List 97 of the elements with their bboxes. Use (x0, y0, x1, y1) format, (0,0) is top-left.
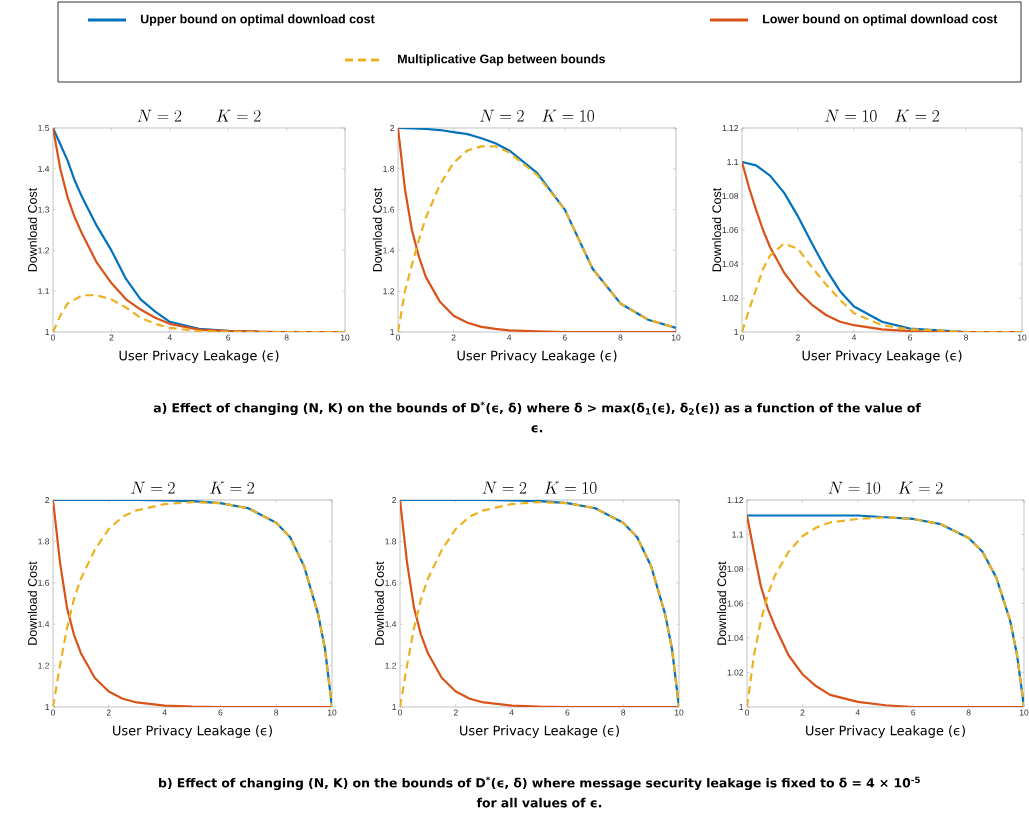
x-tick-label: 6 (226, 334, 231, 341)
y-tick-label: 1.6 (383, 206, 395, 213)
y-axis-title: Download Cost (712, 187, 722, 272)
x-tick-label: 10 (674, 709, 684, 716)
x-tick-label: 6 (911, 709, 916, 716)
y-tick-label: 2 (392, 497, 397, 503)
y-tick-label: 1.08 (722, 193, 739, 199)
y-tick-label: 1.6 (38, 579, 50, 586)
x-tick-label: 2 (800, 709, 805, 716)
x-tick-label: 6 (908, 334, 912, 341)
x-tick-label: 4 (162, 709, 167, 716)
y-tick-label: 1.04 (727, 635, 744, 641)
y-tick-label: 1.12 (722, 125, 739, 131)
x-axis-title: User Privacy Leakage (ϵ) (457, 350, 617, 363)
y-tick-label: 1 (739, 704, 744, 710)
x-tick-label: 6 (565, 709, 570, 716)
y-tick-label: 1.1 (727, 159, 739, 165)
x-axis-title: User Privacy Leakage (ϵ) (806, 725, 965, 738)
y-tick-label: 1.02 (727, 669, 744, 676)
chart-title: $N = 10 \quad K = 2$ (825, 109, 939, 122)
x-axis-title: User Privacy Leakage (ϵ) (113, 725, 272, 738)
x-tick-label: 10 (671, 334, 681, 341)
x-tick-label: 0 (397, 709, 403, 716)
y-tick-label: 1.06 (722, 227, 739, 233)
x-tick-label: 2 (106, 709, 111, 716)
y-tick-label: 1.06 (727, 600, 744, 607)
x-tick-label: 10 (340, 334, 350, 341)
x-tick-label: 4 (507, 334, 512, 341)
x-tick-label: 4 (851, 334, 857, 341)
x-tick-label: 2 (796, 334, 800, 341)
x-tick-label: 4 (855, 709, 860, 716)
y-tick-label: 1.8 (38, 538, 50, 545)
y-tick-label: 1.5 (38, 125, 50, 131)
y-tick-label: 1.04 (722, 261, 739, 267)
y-tick-label: 1.4 (38, 621, 50, 628)
y-tick-label: 1 (45, 704, 50, 710)
y-tick-label: 1.02 (722, 295, 739, 301)
y-tick-label: 1 (392, 704, 397, 710)
y-tick-label: 1.4 (383, 247, 395, 254)
y-tick-label: 1 (390, 329, 395, 335)
y-tick-label: 1.2 (38, 662, 50, 669)
chart-title: $N = 2 \qquad K = 2$ (137, 109, 261, 122)
x-tick-label: 8 (966, 709, 971, 716)
x-tick-label: 0 (395, 334, 401, 341)
y-tick-label: 1 (734, 329, 739, 335)
x-tick-label: 10 (1019, 709, 1029, 716)
legend-label: Multiplicative Gap between bounds (398, 54, 605, 66)
x-tick-label: 10 (327, 709, 337, 716)
x-tick-label: 4 (167, 334, 172, 341)
legend-label: Upper bound on optimal download cost (140, 14, 375, 26)
x-tick-label: 0 (739, 334, 745, 341)
x-tick-label: 8 (618, 334, 623, 341)
y-tick-label: 1.4 (385, 621, 397, 628)
y-axis-title: Download Cost (27, 187, 37, 272)
y-tick-label: 1.1 (38, 288, 50, 295)
y-tick-label: 1.6 (385, 579, 397, 586)
x-tick-label: 6 (562, 334, 567, 341)
text: b) Effect of changing (N, K) on the bounds of D$^{*}$(ϵ, δ) where message security leakage is fixed to δ = 4 × 10$^{-5}$ for all values of ϵ. (159, 776, 920, 808)
x-tick-label: 2 (109, 334, 114, 341)
y-tick-label: 1.8 (385, 538, 397, 545)
y-tick-label: 1.2 (383, 288, 395, 295)
y-axis-title: Download Cost (27, 561, 37, 645)
text: a) Effect of changing (N, K) on the bounds of D$^{*}$(ϵ, δ) where δ > max(δ$_{1}$(ϵ), δ$_{2}$(ϵ)) as a function of the value of ϵ. (153, 401, 921, 433)
x-axis-title: User Privacy Leakage (ϵ) (802, 350, 962, 363)
x-tick-label: 0 (744, 709, 750, 716)
y-tick-label: 1.08 (727, 566, 744, 572)
x-tick-label: 0 (50, 334, 56, 341)
y-tick-label: 1.4 (38, 165, 50, 172)
y-axis-title: Download Cost (374, 561, 384, 645)
y-tick-label: 1.2 (385, 662, 397, 669)
y-tick-label: 1.8 (383, 165, 395, 172)
y-tick-label: 1 (45, 329, 50, 335)
legend-label: Lower bound on optimal download cost (763, 14, 998, 26)
y-tick-label: 1.2 (38, 247, 50, 254)
x-axis-title: User Privacy Leakage (ϵ) (460, 725, 619, 738)
x-tick-label: 8 (284, 334, 289, 341)
y-axis-title: Download Cost (372, 187, 382, 272)
x-tick-label: 8 (964, 334, 968, 341)
chart-title: $N = 2 \qquad K = 2$ (131, 481, 254, 494)
y-tick-label: 2 (45, 497, 50, 503)
chart-title: $N = 2 \quad K = 10$ (482, 481, 597, 494)
x-tick-label: 8 (274, 709, 279, 716)
y-tick-label: 1.12 (727, 497, 744, 503)
y-tick-label: 1.1 (732, 531, 744, 538)
chart-title: $N = 10 \quad K = 2$ (828, 481, 943, 494)
x-tick-label: 0 (50, 709, 56, 716)
y-tick-label: 2 (390, 125, 395, 131)
x-tick-label: 2 (453, 709, 458, 716)
x-axis-title: User Privacy Leakage (ϵ) (119, 350, 279, 363)
x-tick-label: 4 (509, 709, 514, 716)
y-axis-title: Download Cost (717, 561, 727, 645)
y-tick-label: 1.3 (38, 206, 50, 213)
x-tick-label: 6 (218, 709, 223, 716)
x-tick-label: 2 (451, 334, 456, 341)
x-tick-label: 10 (1017, 334, 1027, 341)
x-tick-label: 8 (621, 709, 626, 716)
chart-title: $N = 2 \quad K = 10$ (480, 109, 595, 122)
